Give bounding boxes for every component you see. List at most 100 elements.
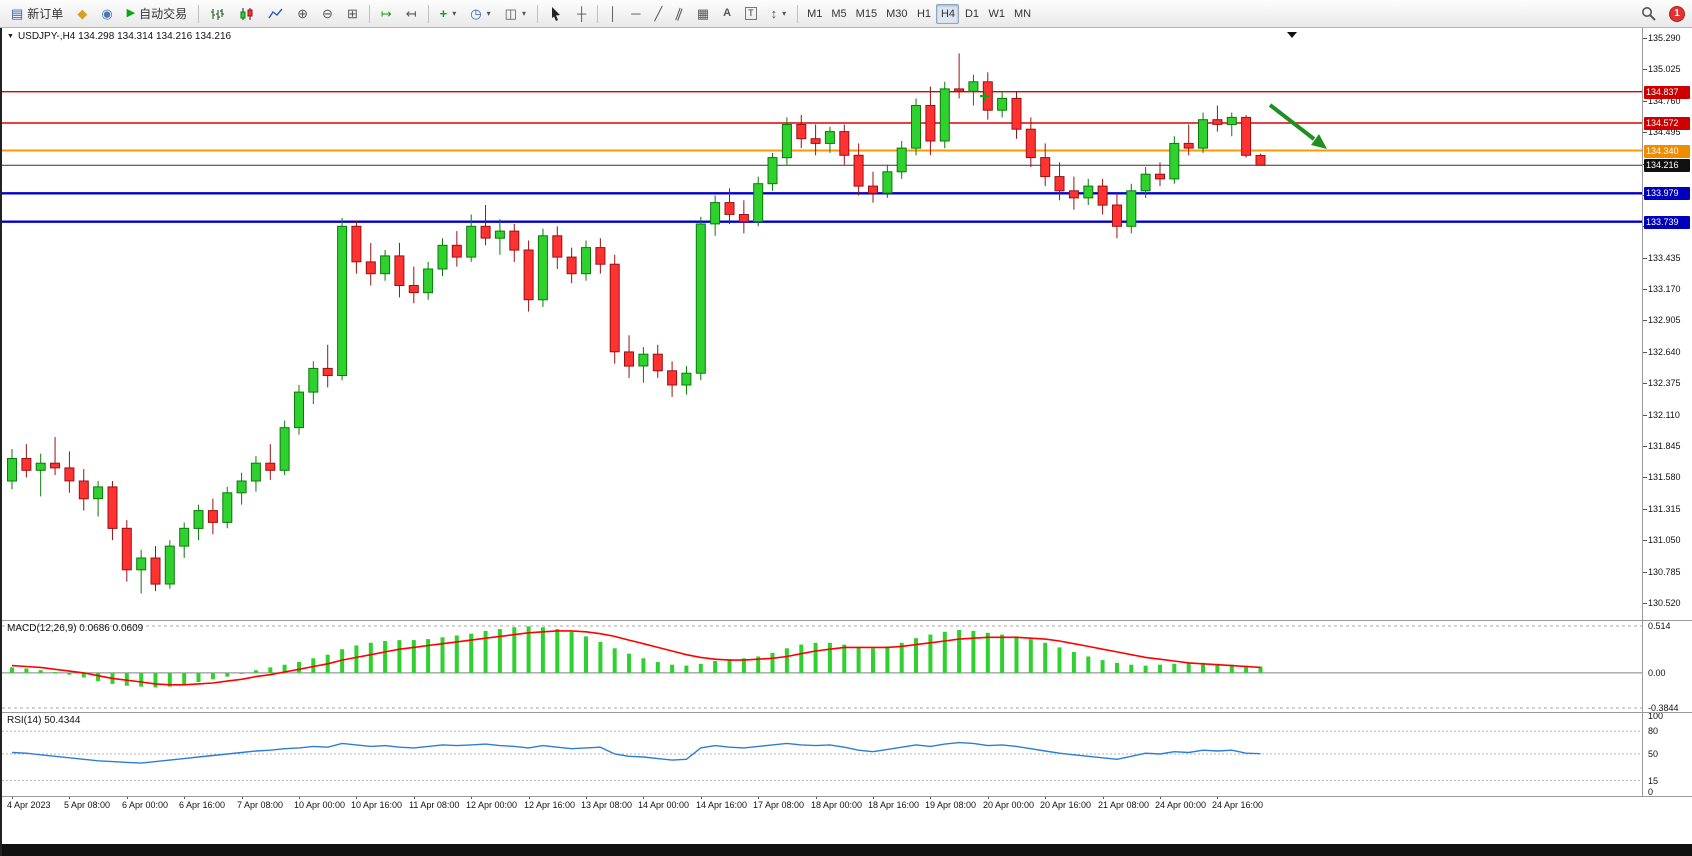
macd-axis-label: -0.3844 (1648, 703, 1679, 713)
time-axis-label: 21 Apr 08:00 (1098, 800, 1150, 810)
new-order-label: 新订单 (27, 7, 64, 21)
price-axis-label: 131.050 (1648, 535, 1681, 545)
trendline-icon: ╱ (654, 6, 663, 21)
horizontal-line-button[interactable]: ─ (625, 3, 646, 25)
time-axis-label: 10 Apr 00:00 (294, 800, 346, 810)
arrow-annotation[interactable] (1268, 103, 1327, 149)
macd-pane: MACD(12,26,9) 0.0686 0.0609 (2, 620, 1642, 712)
line-chart-button[interactable] (262, 3, 289, 25)
timeframe-d1[interactable]: D1 (964, 7, 980, 20)
metaeditor-button[interactable]: ◆ (71, 3, 93, 25)
time-axis-label: 14 Apr 16:00 (696, 800, 748, 810)
price-axis-label: 131.580 (1648, 472, 1681, 482)
clock-icon: ◷ (470, 6, 482, 21)
crosshair-button[interactable]: ┼ (571, 3, 592, 25)
tile-windows-button[interactable]: ⊞ (341, 3, 364, 25)
time-axis-label: 24 Apr 16:00 (1212, 800, 1264, 810)
indicators-button[interactable]: + ▾ (434, 3, 463, 25)
rsi-svg[interactable] (2, 712, 1642, 796)
time-axis-label: 24 Apr 00:00 (1155, 800, 1207, 810)
time-axis-label: 7 Apr 08:00 (237, 800, 284, 810)
arrows-button[interactable]: ↕ ▾ (765, 3, 793, 25)
toolbar-separator (536, 4, 538, 23)
horizontal-line-icon: ─ (631, 6, 641, 21)
fibonacci-button[interactable]: ▦ (691, 3, 715, 25)
trendline-button[interactable]: ╱ (649, 3, 669, 25)
time-axis-label: 4 Apr 2023 (7, 800, 51, 810)
chevron-down-icon: ▾ (521, 9, 526, 18)
rsi-axis-label: 15 (1648, 776, 1659, 786)
plus-marker-annotation[interactable] (980, 91, 990, 101)
text-label-button[interactable]: T (739, 3, 763, 25)
macd-axis-label: 0.00 (1648, 668, 1666, 678)
price-axis-label: 134.495 (1648, 127, 1681, 137)
indicators-icon: + (439, 6, 448, 21)
line-chart-icon (268, 8, 283, 18)
chart-shift-marker[interactable] (1287, 32, 1297, 38)
timeframe-m5[interactable]: M5 (831, 7, 847, 20)
chevron-down-icon: ▾ (782, 9, 787, 18)
text-button[interactable]: A (717, 3, 737, 25)
auto-scroll-button[interactable]: ↦ (375, 3, 398, 25)
cursor-button[interactable] (543, 3, 569, 25)
timeframe-m15[interactable]: M15 (855, 7, 878, 20)
time-axis-label: 12 Apr 16:00 (524, 800, 576, 810)
chart-shift-button[interactable]: ↤ (400, 3, 423, 25)
price-axis-label: 132.375 (1648, 378, 1681, 388)
templates-button[interactable]: ◫ ▾ (499, 3, 532, 25)
headset-button[interactable]: ◉ (95, 3, 118, 25)
periods-button[interactable]: ◷ ▾ (464, 3, 496, 25)
candlestick-chart-icon (240, 7, 253, 20)
time-axis-label: 18 Apr 16:00 (868, 800, 920, 810)
new-order-button[interactable]: ▤ 新订单 (5, 3, 69, 25)
notifications-badge[interactable]: 1 (1669, 5, 1685, 22)
timeframe-w1[interactable]: W1 (988, 7, 1005, 20)
price-axis-label: 132.640 (1648, 347, 1681, 357)
rsi-splitter[interactable] (2, 712, 1692, 713)
channel-icon: ∥ (673, 5, 686, 22)
search-icon (1642, 6, 1656, 21)
candlestick-chart-button[interactable] (233, 3, 260, 25)
arrows-tool-icon: ↕ (770, 6, 778, 21)
macd-splitter[interactable] (2, 620, 1692, 621)
price-axis[interactable]: 135.290135.025134.760134.495134.230133.9… (1642, 28, 1692, 797)
timeframe-m30[interactable]: M30 (886, 7, 908, 20)
timeframe-m1[interactable]: M1 (807, 7, 823, 20)
time-axis-label: 20 Apr 16:00 (1040, 800, 1092, 810)
timeframe-h4[interactable]: H4 (936, 3, 960, 24)
timeframe-h1[interactable]: H1 (916, 7, 932, 20)
zoom-out-button[interactable]: ⊖ (316, 3, 339, 25)
price-axis-label: 134.760 (1648, 96, 1681, 106)
main-chart-svg[interactable] (2, 28, 1642, 620)
time-axis-border (2, 796, 1692, 797)
rsi-line (11, 741, 1261, 764)
horizontal-lines[interactable] (2, 91, 1642, 223)
search-button[interactable] (1635, 3, 1663, 25)
macd-svg[interactable] (2, 620, 1642, 712)
time-axis[interactable]: 4 Apr 2023 5 Apr 08:00 6 Apr 00:00 6 Apr 16… (2, 796, 1692, 814)
rsi-pane: RSI(14) 50.4344 (2, 712, 1642, 796)
rsi-header: RSI(14) 50.4344 (7, 715, 80, 726)
price-axis-label: 130.520 (1648, 598, 1681, 608)
toolbar-separator (427, 4, 429, 23)
toolbar-separator (597, 4, 599, 23)
bar-chart-icon (211, 8, 225, 20)
price-tag: 133.979 (1644, 187, 1690, 200)
price-axis-label: 133.170 (1648, 284, 1681, 294)
macd-histogram (10, 626, 1263, 688)
price-tag: 134.837 (1644, 86, 1690, 99)
time-axis-label: 6 Apr 00:00 (122, 800, 169, 810)
main-chart-pane: ▼ USDJPY-,H4 134.298 134.314 134.216 134… (2, 28, 1642, 620)
autotrading-button[interactable]: ▶ 自动交易 (121, 3, 193, 25)
crosshair-icon: ┼ (576, 6, 587, 21)
vertical-line-button[interactable]: │ (603, 3, 623, 25)
channel-button[interactable]: ∥ (670, 3, 689, 25)
zoom-in-button[interactable]: ⊕ (291, 3, 314, 25)
bar-chart-button[interactable] (204, 3, 231, 25)
one-click-trading-toggle[interactable]: ▼ (7, 33, 14, 40)
chart-ohlc-title: USDJPY-,H4 134.298 134.314 134.216 134.2… (17, 31, 232, 42)
headset-icon: ◉ (101, 6, 113, 21)
timeframe-bar: M1 M5 M15 M30 H1 H4 D1 W1 MN (803, 3, 1035, 24)
timeframe-mn[interactable]: MN (1013, 7, 1032, 20)
price-axis-label: 130.785 (1648, 567, 1681, 577)
